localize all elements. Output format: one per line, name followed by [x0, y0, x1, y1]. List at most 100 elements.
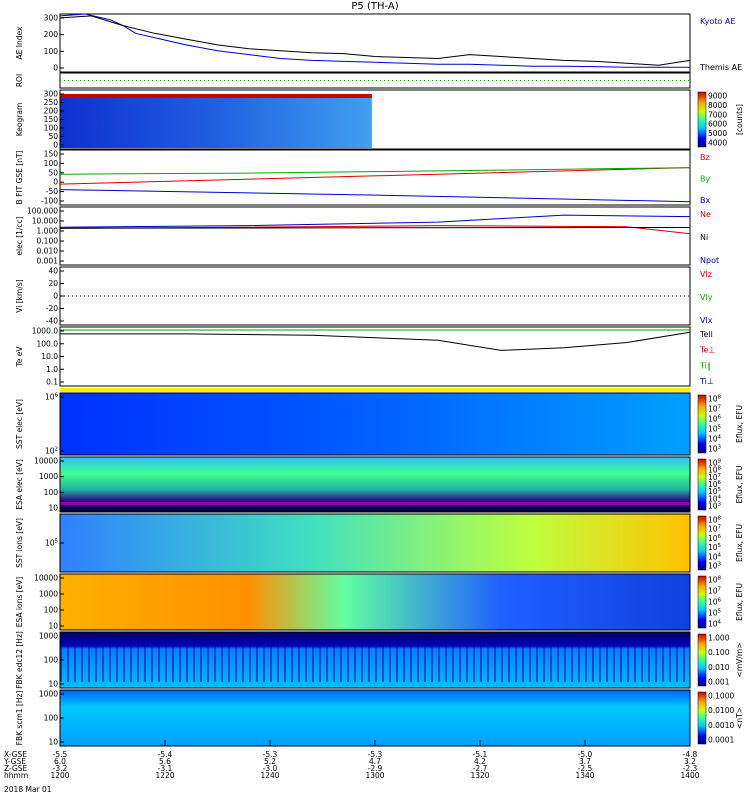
- dens-legend-0: Ne: [700, 210, 711, 219]
- fbk-e-stripe: [368, 638, 370, 682]
- fbk-e-stripe: [466, 638, 468, 682]
- bfit-legend-1: By: [700, 175, 710, 184]
- esa_e-cbar-tick: 108: [708, 466, 722, 475]
- fbk-e-stripe: [445, 638, 447, 682]
- esa_e-cbar-tick: 109: [708, 459, 722, 468]
- xtick-hhmm: 1220: [155, 771, 174, 780]
- sst_i-spectrogram: [60, 514, 690, 572]
- temp-legend-1: Te⊥: [699, 346, 715, 355]
- fbk_b-cbar-tick: 0.1000: [708, 692, 734, 701]
- fbk_b-cbar-tick: 0.0100: [708, 706, 734, 715]
- vi-ytick-label: -40: [46, 317, 58, 326]
- sst_e-colorbar: [697, 394, 707, 454]
- fbk-e-stripe: [102, 638, 104, 682]
- bfit-series-bx: [59, 189, 691, 203]
- fbk-e-stripe: [207, 638, 209, 682]
- fbk-e-stripe: [242, 638, 244, 682]
- dens-ytick-label: 1.000: [37, 227, 59, 236]
- bfit-ytick-label: 50: [48, 168, 58, 177]
- esa_e-cbar-tick: 105: [708, 487, 722, 496]
- esa_i-cbar-tick: 108: [708, 576, 722, 585]
- keogram-ytick-label: 250: [44, 98, 59, 107]
- fbk-e-stripe: [158, 638, 160, 682]
- fbk-e-stripe: [277, 638, 279, 682]
- fbk-e-stripe: [438, 638, 440, 682]
- fbk-e-stripe: [186, 638, 188, 682]
- keogram-image: [60, 94, 372, 148]
- esa_i-cbar-tick: 107: [708, 587, 722, 596]
- sst_i-cbar-tick: 107: [708, 525, 722, 534]
- fbk-e-stripe: [487, 638, 489, 682]
- fbk-e-stripe: [88, 638, 90, 682]
- fbk-e-stripe: [333, 638, 335, 682]
- fbk-e-stripe: [74, 638, 76, 682]
- xtick-y-gse: 3.7: [579, 757, 591, 766]
- roi-axes: [59, 72, 691, 89]
- sst_e-cbar-tick: 103: [708, 445, 722, 454]
- fbk-e-stripe: [452, 638, 454, 682]
- fbk-e-stripe: [578, 638, 580, 682]
- bfit-legend-0: Bz: [700, 153, 710, 162]
- sst_i-ytick-label: 105: [45, 539, 59, 548]
- esa_e-cbar-label: Eflux, EFU: [735, 466, 744, 504]
- keogram-cbar-tick: 4000: [708, 139, 727, 148]
- fbk-e-stripe: [312, 638, 314, 682]
- xtick-hhmm: 1240: [260, 771, 279, 780]
- temp-ytick-label: 0.1: [46, 378, 58, 387]
- sst_e-cbar-tick: 107: [708, 405, 722, 414]
- fbk-e-stripe: [599, 638, 601, 682]
- fbk-e-stripe: [522, 638, 524, 682]
- fbk_e-cbar-label: <mV/m>: [735, 643, 744, 678]
- dens-ytick-label: 0.100: [37, 237, 59, 246]
- dens-ytick-label: 0.010: [37, 247, 59, 256]
- ae-ytick-label: 300: [44, 14, 59, 23]
- sst_i-cbar-tick: 103: [708, 562, 722, 571]
- bfit-legend-2: Bx: [700, 196, 710, 205]
- xtick-y-gse: 5.6: [159, 757, 171, 766]
- esa_e-cbar-tick: 104: [708, 494, 722, 503]
- temp-axes: [59, 326, 691, 387]
- temp-ytick-label: 1000.0: [32, 327, 58, 336]
- fbk-e-stripe: [298, 638, 300, 682]
- roi-ylabel: ROI: [15, 74, 24, 87]
- esa_e-cbar-tick: 106: [708, 480, 722, 489]
- vi-axes: [59, 266, 691, 326]
- fbk_e-cbar-tick: 0.100: [708, 648, 730, 657]
- sst_e-axes: [59, 392, 691, 456]
- fbk-e-stripe: [347, 638, 349, 682]
- dens-legend-1: Ni: [700, 233, 708, 242]
- bfit-ytick-label: 150: [44, 150, 59, 159]
- fbk-e-stripe: [641, 638, 643, 682]
- fbk-e-stripe: [361, 638, 363, 682]
- fbk-e-stripe: [634, 638, 636, 682]
- fbk_b-cbar-tick: 0.0001: [708, 736, 734, 745]
- esa_i-cbar-tick: 105: [708, 609, 722, 618]
- sst_e-ylabel: SST elec [eV]: [15, 399, 24, 449]
- fbk_e-ytick-label: 100: [44, 656, 59, 665]
- fbk-e-stripe: [263, 638, 265, 682]
- vi-ytick-label: -20: [46, 304, 58, 313]
- fbk-e-stripe: [655, 638, 657, 682]
- fbk-e-stripe: [130, 638, 132, 682]
- esa_i-ytick-label: 1000: [39, 590, 58, 599]
- bfit-ytick-label: 100: [44, 159, 59, 168]
- fbk_b-ytick-label: 100: [44, 714, 59, 723]
- keogram-top-band: [60, 94, 372, 98]
- dens-legend-2: Npot: [700, 256, 719, 265]
- sst_e-cbar-tick: 104: [708, 435, 722, 444]
- xtick-x-gse: -5.4: [158, 750, 173, 759]
- keogram-ytick-label: 50: [48, 132, 58, 141]
- sst_i-cbar-tick: 104: [708, 552, 722, 561]
- keogram-ytick-label: 100: [44, 124, 59, 133]
- fbk-e-stripe: [557, 638, 559, 682]
- keogram-cbar-tick: 6000: [708, 120, 727, 129]
- temp-ylabel: Te eV: [15, 346, 24, 368]
- fbk-e-stripe: [620, 638, 622, 682]
- xtick-hhmm: 1200: [50, 771, 69, 780]
- dens-ylabel: elec [1/cc]: [15, 216, 24, 255]
- fbk-e-stripe: [291, 638, 293, 682]
- fbk-e-stripe: [543, 638, 545, 682]
- xtick-x-gse: -5.5: [53, 750, 68, 759]
- xaxis-rowname-z-gse: Z-GSE: [4, 764, 28, 773]
- temp-legend-0: Tell: [699, 330, 713, 339]
